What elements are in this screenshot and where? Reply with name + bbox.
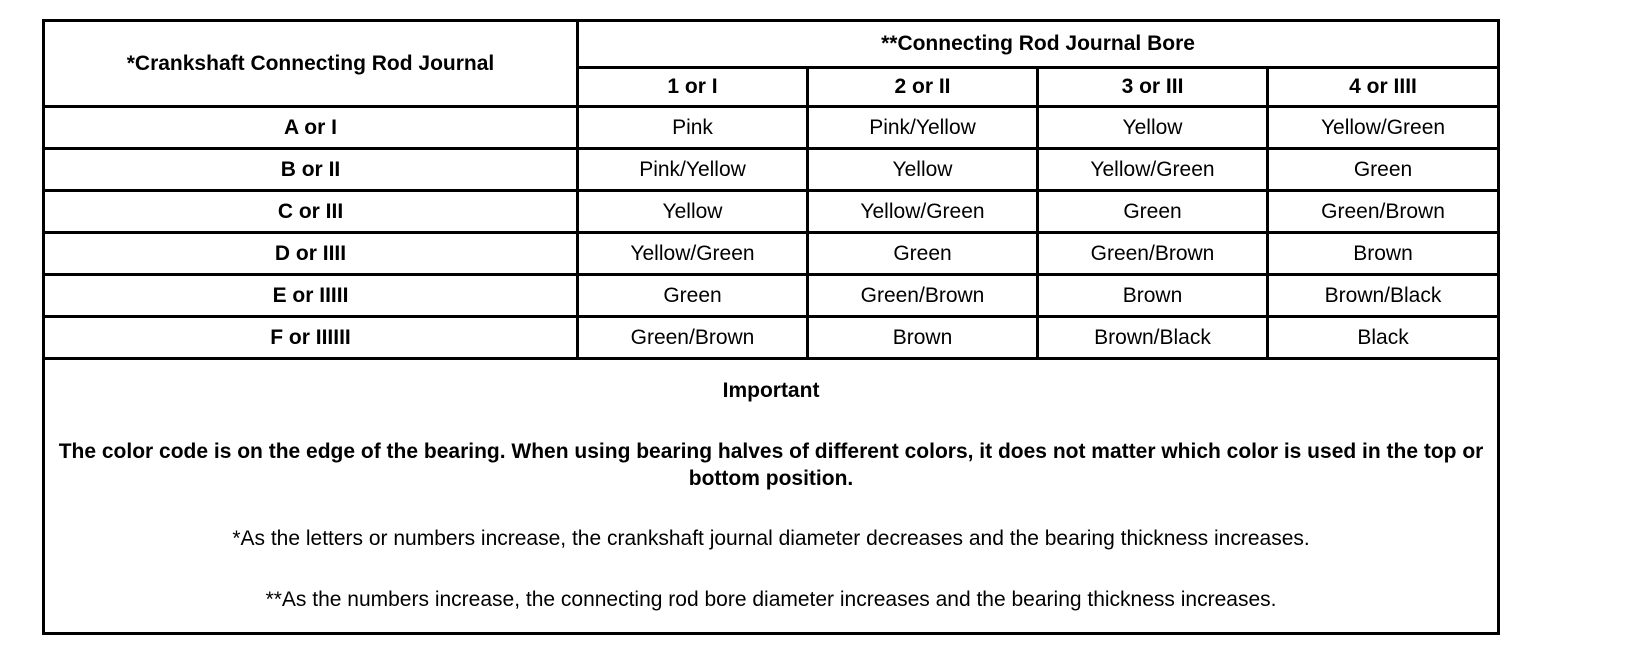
notes-spacer-3 xyxy=(45,553,1497,587)
table-row: B or II Pink/Yellow Yellow Yellow/Green … xyxy=(42,147,1501,192)
bore-column-header-2: 2 or II xyxy=(806,66,1039,108)
footnote-single-asterisk: *As the letters or numbers increase, the… xyxy=(232,527,1310,551)
cell-d-1: Yellow/Green xyxy=(576,231,809,276)
cell-c-4: Green/Brown xyxy=(1265,189,1501,234)
row-label-a: A or I xyxy=(42,105,579,150)
table-row: C or III Yellow Yellow/Green Green Green… xyxy=(42,189,1501,234)
bearing-chart-wrapper: *Crankshaft Connecting Rod Journal **Con… xyxy=(41,19,1501,635)
row-label-f: F or IIIIII xyxy=(42,315,579,360)
notes-spacer-1 xyxy=(45,405,1497,439)
cell-f-1: Green/Brown xyxy=(576,315,809,360)
cell-d-4: Brown xyxy=(1265,231,1501,276)
cell-f-4: Black xyxy=(1265,315,1501,360)
cell-b-2: Yellow xyxy=(806,147,1039,192)
important-heading: Important xyxy=(722,378,820,402)
bearing-selection-table: *Crankshaft Connecting Rod Journal **Con… xyxy=(41,19,1501,635)
cell-c-3: Green xyxy=(1036,189,1269,234)
cell-f-3: Brown/Black xyxy=(1036,315,1269,360)
table-row: A or I Pink Pink/Yellow Yellow Yellow/Gr… xyxy=(42,105,1501,150)
notes-row: Important The color code is on the edge … xyxy=(41,357,1501,635)
table-row: D or IIII Yellow/Green Green Green/Brown… xyxy=(42,231,1501,276)
notes-spacer-2 xyxy=(45,492,1497,526)
cell-a-2: Pink/Yellow xyxy=(806,105,1039,150)
row-label-e: E or IIIII xyxy=(42,273,579,318)
footnote-double-asterisk: **As the numbers increase, the connectin… xyxy=(265,588,1277,612)
table-header-row-sub: 1 or I 2 or II 3 or III 4 or IIII xyxy=(44,66,1501,108)
table-row: F or IIIIII Green/Brown Brown Brown/Blac… xyxy=(42,315,1501,360)
cell-c-2: Yellow/Green xyxy=(806,189,1039,234)
crankshaft-journal-header: *Crankshaft Connecting Rod Journal xyxy=(42,19,579,108)
notes-section: Important The color code is on the edge … xyxy=(41,357,1501,635)
cell-a-3: Yellow xyxy=(1036,105,1269,150)
cell-b-3: Yellow/Green xyxy=(1036,147,1269,192)
bore-column-header-4: 4 or IIII xyxy=(1265,66,1501,108)
cell-e-1: Green xyxy=(576,273,809,318)
notes-content: Important The color code is on the edge … xyxy=(45,378,1497,614)
row-label-b: B or II xyxy=(42,147,579,192)
table-row: E or IIIII Green Green/Brown Brown Brown… xyxy=(42,273,1501,318)
row-label-c: C or III xyxy=(42,189,579,234)
bore-column-header-3: 3 or III xyxy=(1036,66,1269,108)
row-label-d: D or IIII xyxy=(42,231,579,276)
table-header-row-group: *Crankshaft Connecting Rod Journal **Con… xyxy=(42,19,1501,108)
cell-d-3: Green/Brown xyxy=(1036,231,1269,276)
cell-d-2: Green xyxy=(806,231,1039,276)
cell-e-3: Brown xyxy=(1036,273,1269,318)
cell-a-4: Yellow/Green xyxy=(1265,105,1501,150)
cell-e-2: Green/Brown xyxy=(806,273,1039,318)
bore-column-header-1: 1 or I xyxy=(576,66,809,108)
cell-e-4: Brown/Black xyxy=(1265,273,1501,318)
important-body: The color code is on the edge of the bea… xyxy=(58,439,1484,490)
cell-f-2: Brown xyxy=(806,315,1039,360)
cell-b-4: Green xyxy=(1265,147,1501,192)
cell-b-1: Pink/Yellow xyxy=(576,147,809,192)
cell-c-1: Yellow xyxy=(576,189,809,234)
cell-a-1: Pink xyxy=(576,105,809,150)
connecting-rod-bore-header: **Connecting Rod Journal Bore xyxy=(575,19,1501,69)
